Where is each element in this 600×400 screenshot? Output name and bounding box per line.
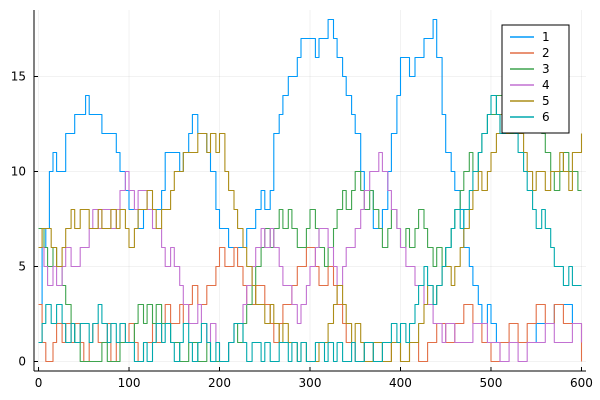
y-tick-label: 10 (11, 165, 26, 179)
legend-box (501, 24, 570, 134)
y-tick-label: 0 (18, 355, 26, 369)
legend-label-1: 1 (542, 30, 550, 44)
legend-label-6: 6 (542, 110, 550, 124)
series-line-4 (38, 151, 583, 363)
x-tick-label: 0 (35, 376, 43, 390)
x-tick-label: 500 (480, 376, 503, 390)
legend: 1 2 3 4 5 6 (501, 24, 570, 134)
legend-label-3: 3 (542, 62, 550, 76)
x-tick-label: 600 (570, 376, 593, 390)
series-lines (38, 18, 583, 363)
x-tick-label: 300 (299, 376, 322, 390)
y-tick-label: 15 (11, 70, 26, 84)
legend-label-2: 2 (542, 46, 550, 60)
x-tick-label: 100 (118, 376, 141, 390)
y-tick-label: 5 (18, 260, 26, 274)
legend-label-4: 4 (542, 78, 550, 92)
x-tick-label: 200 (208, 376, 231, 390)
series-line-6 (38, 94, 582, 363)
x-tick-label: 400 (389, 376, 412, 390)
series-line-1 (38, 18, 582, 344)
legend-label-5: 5 (542, 94, 550, 108)
